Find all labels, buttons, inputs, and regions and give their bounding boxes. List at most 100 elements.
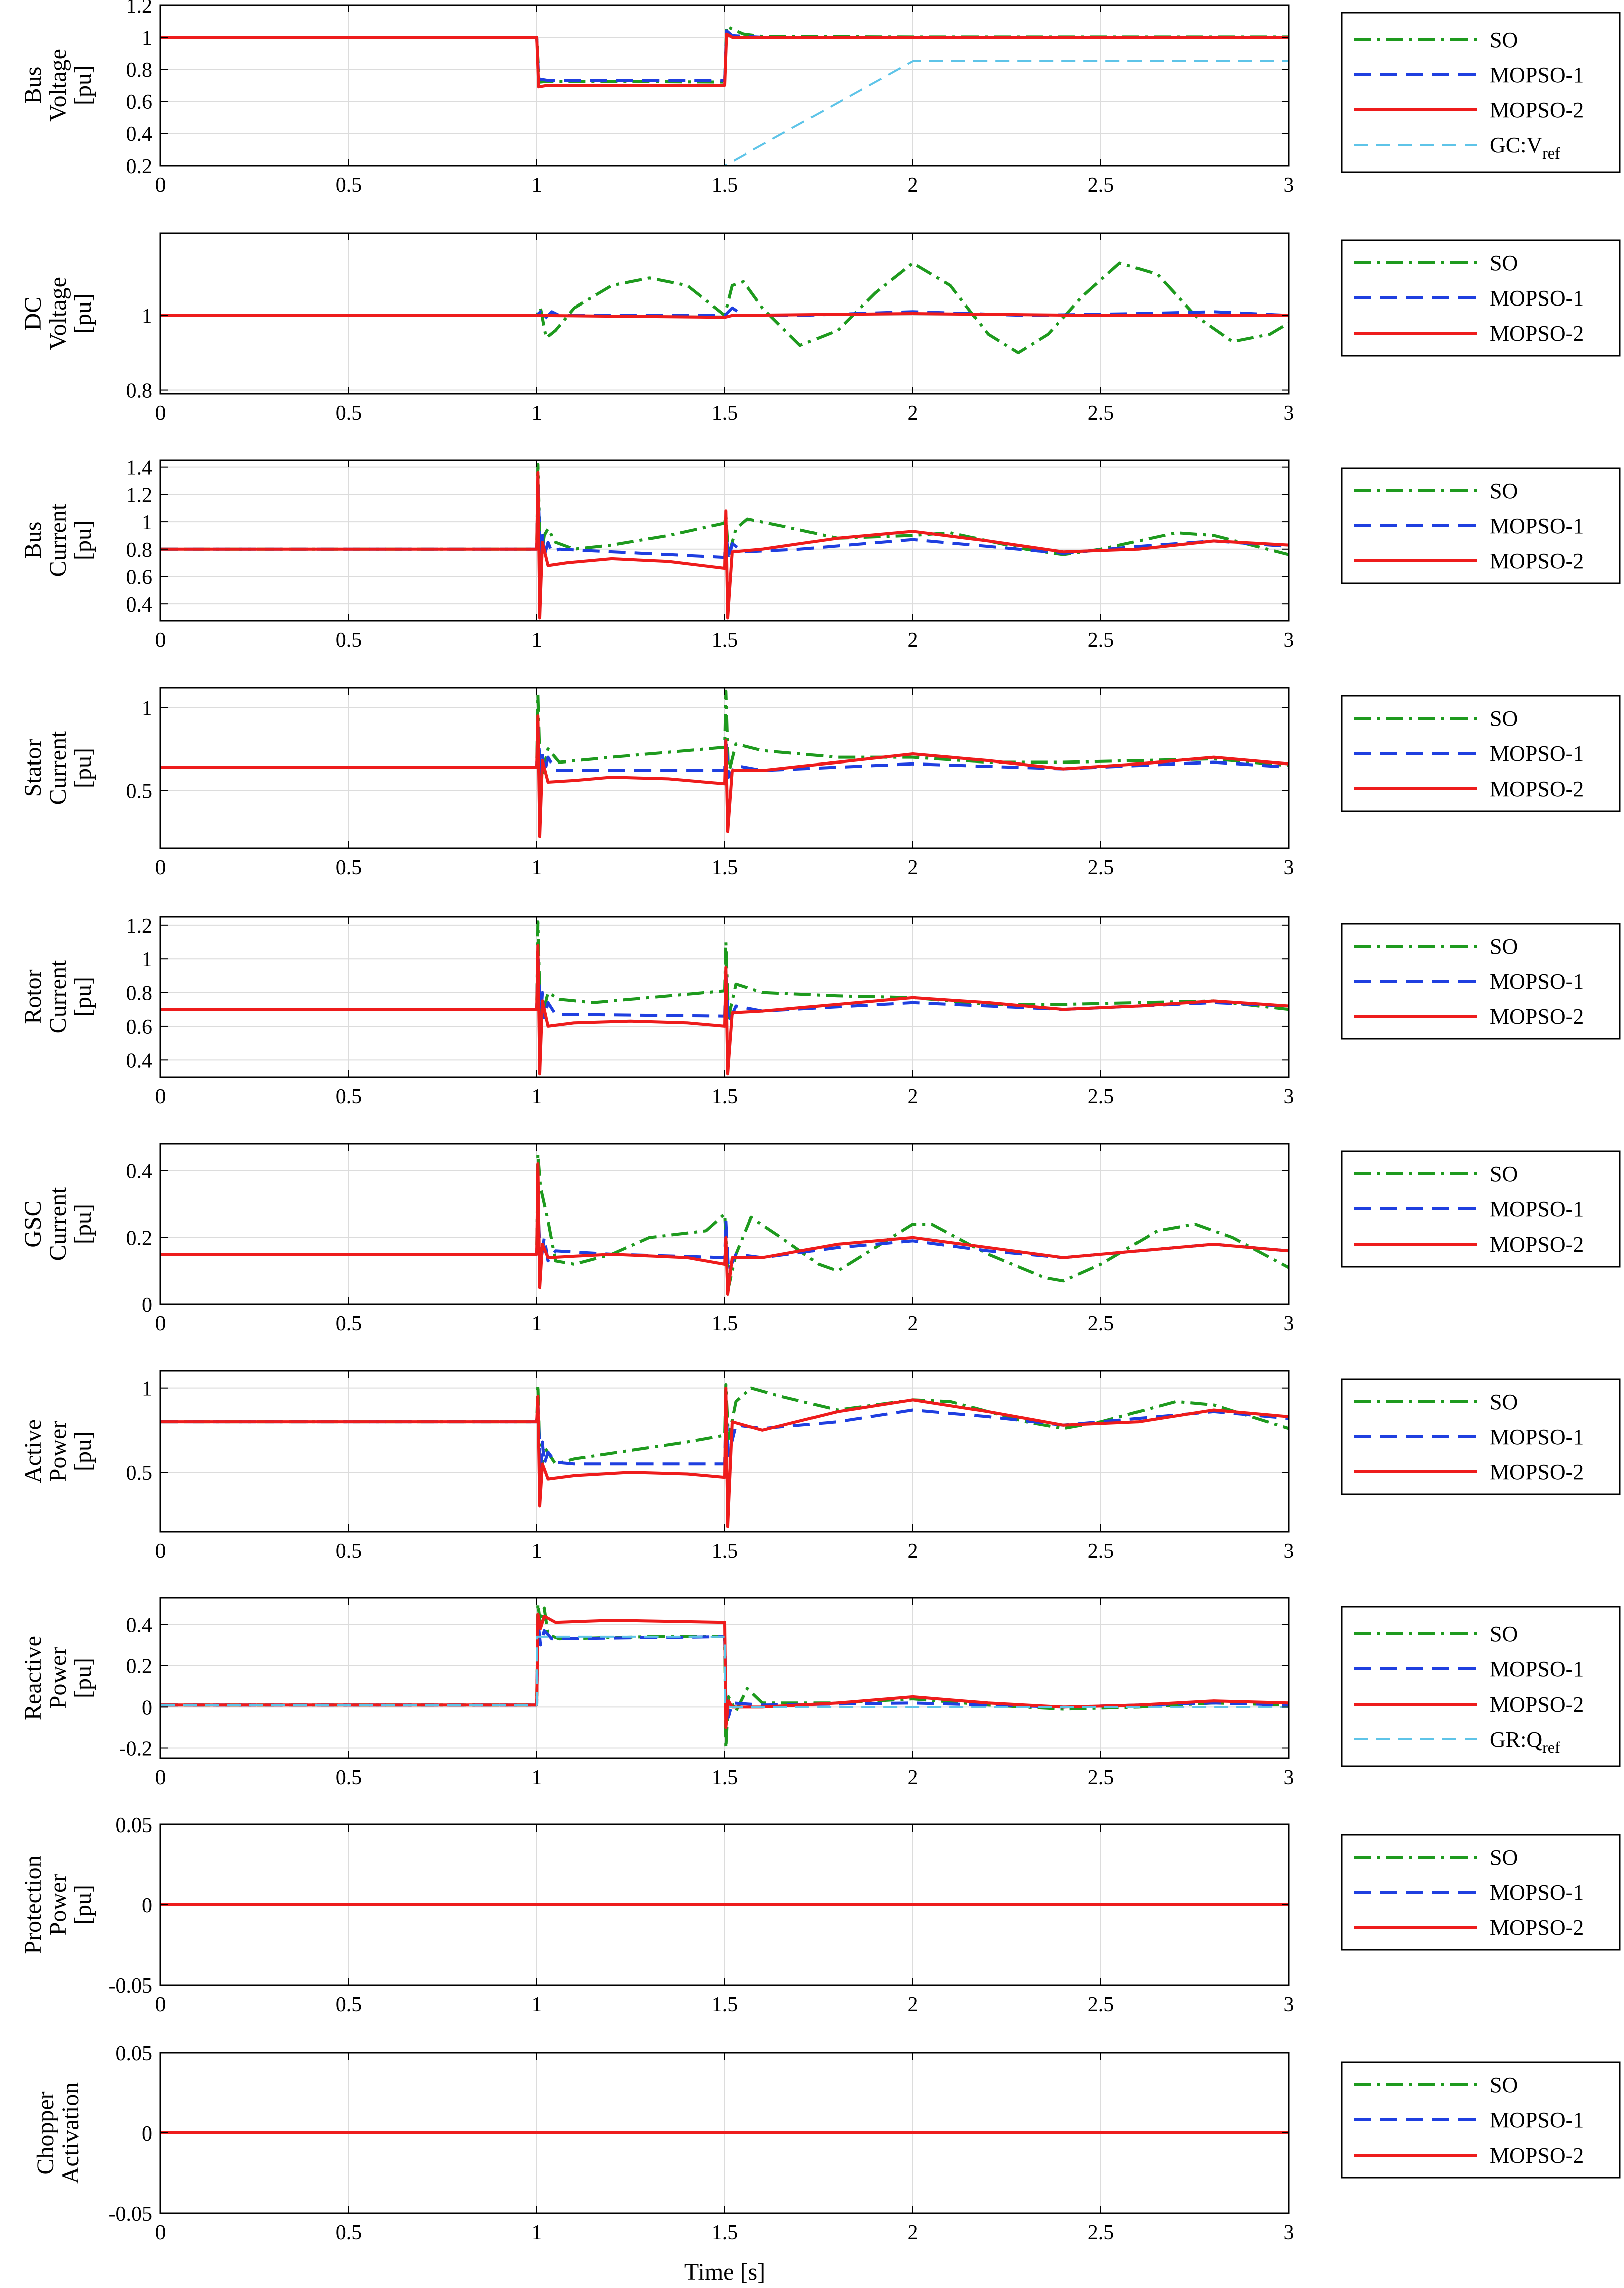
x-tick-label: 0 (155, 1540, 166, 1563)
y-tick-label: 1 (142, 697, 152, 720)
x-tick-label: 1 (532, 1085, 542, 1108)
panel-8: 0 0.5 1 1.5 2 2.5 3-0.0500.05ProtectionPower[p… (20, 1814, 1621, 2016)
y-tick-label: 0.6 (126, 1016, 153, 1039)
legend-entry: SO (1490, 1390, 1518, 1414)
x-tick-label: 0.5 (336, 629, 362, 652)
x-tick-label: 0.5 (336, 402, 362, 425)
legend-entry: MOPSO-1 (1490, 1425, 1584, 1449)
legend-entry: MOPSO-1 (1490, 2108, 1584, 2132)
y-axis-label-line: DC (20, 297, 46, 331)
x-tick-label: 2.5 (1088, 1312, 1114, 1335)
series-group (160, 261, 1289, 355)
x-tick-label: 0.5 (336, 2221, 362, 2244)
y-tick-label: 1 (142, 511, 152, 534)
y-axis-label-line: Activation (57, 2082, 84, 2184)
x-tick-label: 1.5 (712, 629, 738, 652)
series-line-mopso-2 (160, 312, 1289, 319)
x-tick-label: 3 (1284, 629, 1294, 652)
x-tick-label: 1.5 (712, 174, 738, 197)
y-axis-label-line: Voltage (45, 277, 71, 350)
x-tick-label: 1.5 (712, 402, 738, 425)
x-tick-label: 2.5 (1088, 856, 1114, 879)
y-tick-label: 0 (142, 1894, 152, 1917)
x-tick-label: 0 (155, 629, 166, 652)
legend: SO MOPSO-1 MOPSO-2 (1341, 1834, 1621, 1951)
legend-entry: SO (1490, 1622, 1518, 1646)
x-tick-label: 2 (908, 1540, 918, 1563)
y-tick-label: 1.2 (126, 484, 153, 507)
x-tick-label: 3 (1284, 1540, 1294, 1563)
legend-entry: MOPSO-2 (1490, 1915, 1584, 1940)
legend-entry: SO (1490, 28, 1518, 52)
y-axis-label-line: [pu] (70, 293, 96, 334)
legend-entry: MOPSO-2 (1490, 1004, 1584, 1029)
legend-entry: SO (1490, 479, 1518, 503)
x-tick-label: 0 (155, 856, 166, 879)
y-tick-label: 0.4 (126, 1049, 153, 1073)
y-tick-label: 0 (142, 1696, 152, 1719)
x-tick-label: 2.5 (1088, 629, 1114, 652)
x-tick-label: 1 (532, 2221, 542, 2244)
legend: SO MOPSO-1 MOPSO-2 (1341, 695, 1621, 812)
legend-entry: MOPSO-1 (1490, 286, 1584, 311)
y-tick-label: 0.8 (126, 380, 153, 403)
series-group (160, 463, 1289, 620)
x-tick-label: 2.5 (1088, 1993, 1114, 2016)
series-group (160, 1383, 1289, 1528)
legend: SO MOPSO-1 MOPSO-2 (1341, 467, 1621, 584)
x-tick-label: 2 (908, 1312, 918, 1335)
x-tick-label: 3 (1284, 1085, 1294, 1108)
x-tick-label: 1 (532, 174, 542, 197)
y-tick-label: -0.2 (119, 1737, 153, 1760)
x-tick-label: 1 (532, 1540, 542, 1563)
legend-entry: MOPSO-2 (1490, 98, 1584, 122)
x-tick-label: 1 (532, 402, 542, 425)
legend-entry: SO (1490, 251, 1518, 275)
y-tick-label: 0.6 (126, 566, 153, 589)
legend-entry: MOPSO-1 (1490, 1197, 1584, 1222)
y-axis-label-line: Power (45, 1421, 71, 1482)
y-axis-label-line: Current (45, 1187, 71, 1261)
legend-entry: MOPSO-2 (1490, 1692, 1584, 1717)
y-tick-label: 0.4 (126, 1160, 153, 1183)
y-tick-label: 0.2 (126, 1655, 153, 1678)
x-tick-label: 1.5 (712, 1085, 738, 1108)
x-tick-label: 0.5 (336, 1766, 362, 1789)
panel-2: 0 0.5 1 1.5 2 2.5 3 0.4 0.6 0.8 1 1.2 1.4 BusCurrent[… (20, 456, 1621, 652)
series-group (160, 689, 1289, 838)
y-axis-label-line: [pu] (70, 65, 96, 105)
x-tick-label: 0 (155, 402, 166, 425)
x-tick-label: 0 (155, 174, 166, 197)
x-tick-label: 2.5 (1088, 1766, 1114, 1789)
x-tick-label: 3 (1284, 1993, 1294, 2016)
x-tick-label: 0.5 (336, 856, 362, 879)
x-tick-label: 1.5 (712, 2221, 738, 2244)
x-tick-label: 1.5 (712, 1993, 738, 2016)
y-tick-label: 0.2 (126, 1227, 153, 1250)
x-axis-label: Time [s] (684, 2259, 765, 2285)
y-axis-label-line: Bus (20, 522, 46, 559)
y-axis-label-line: Reactive (20, 1636, 46, 1720)
x-tick-label: 0.5 (336, 1085, 362, 1108)
y-tick-label: 1.4 (126, 456, 153, 480)
series-line-mopso-1 (160, 1400, 1289, 1474)
y-tick-label: 1.2 (126, 914, 153, 938)
x-tick-label: 0 (155, 1766, 166, 1789)
x-tick-label: 1.5 (712, 1766, 738, 1789)
x-tick-label: 3 (1284, 2221, 1294, 2244)
legend-entry: MOPSO-2 (1490, 2143, 1584, 2168)
legend-entry: SO (1490, 1162, 1518, 1186)
series-line-so (160, 261, 1289, 355)
x-tick-label: 2.5 (1088, 2221, 1114, 2244)
y-axis-label-line: Voltage (45, 49, 71, 122)
legend: SO MOPSO-1 MOPSO-2 (1341, 239, 1621, 357)
x-tick-label: 3 (1284, 174, 1294, 197)
y-axis-label-line: Current (45, 960, 71, 1033)
x-tick-label: 1.5 (712, 1540, 738, 1563)
